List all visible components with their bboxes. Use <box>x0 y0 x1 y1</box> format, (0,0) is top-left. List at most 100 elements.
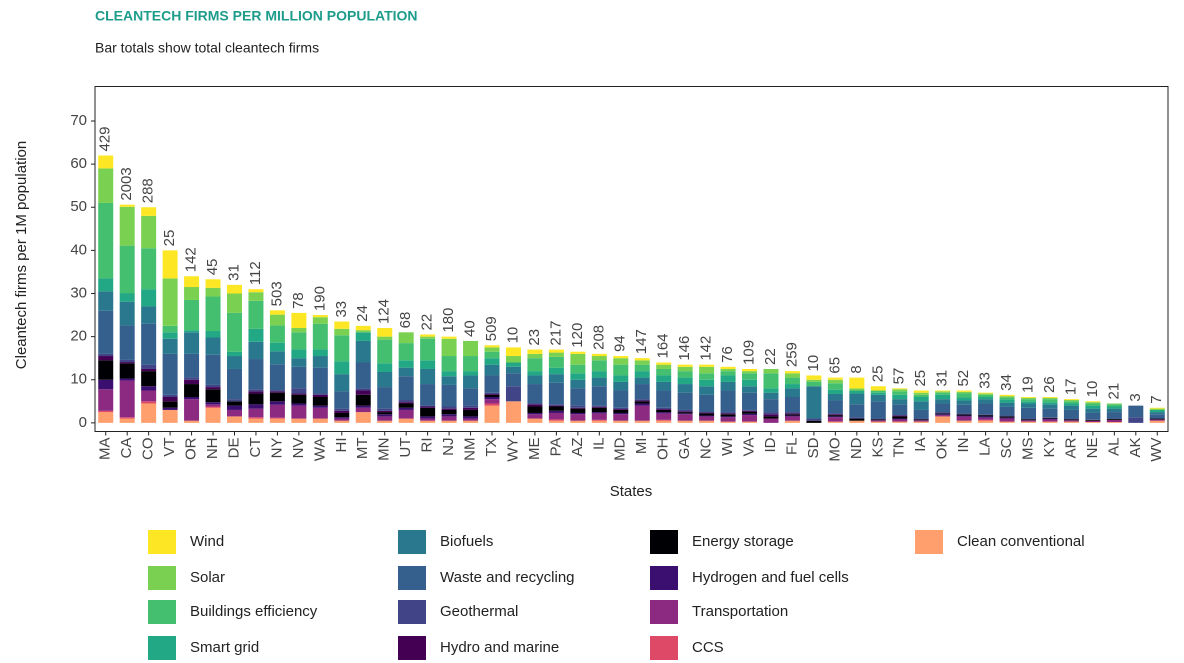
bar-segment <box>1042 408 1058 418</box>
bar-segment <box>119 204 135 207</box>
bar-segment <box>978 417 994 420</box>
bar-segment <box>1063 409 1079 419</box>
bar-segment <box>398 409 414 419</box>
bar-segment <box>291 405 307 419</box>
bar-segment <box>656 381 672 391</box>
bar-segment <box>913 409 929 419</box>
bar-segment <box>248 393 264 405</box>
bar-segment <box>98 389 114 411</box>
bar-segment <box>248 389 264 392</box>
bar-segment <box>548 382 564 405</box>
legend-swatch <box>148 566 176 590</box>
bar-segment <box>398 402 414 404</box>
legend-label: Hydrogen and fuel cells <box>692 569 849 586</box>
bar-segment <box>1063 421 1079 423</box>
x-tick-label: LA <box>977 438 994 456</box>
x-tick-label: TN <box>891 438 908 458</box>
bar-segment <box>570 364 586 374</box>
x-tick-label: NE <box>1084 438 1101 459</box>
x-tick-label: WV <box>1148 438 1165 462</box>
bar-total-label: 190 <box>311 286 328 311</box>
bar-segment <box>484 405 500 423</box>
bar-segment <box>441 408 457 410</box>
bar-segment <box>763 399 779 413</box>
bar-segment <box>505 401 521 423</box>
bar-segment <box>1106 403 1122 405</box>
bar-segment <box>806 375 822 380</box>
bar-segment <box>291 388 307 394</box>
bar-segment <box>827 417 843 422</box>
bar-segment <box>1042 402 1058 405</box>
bar-segment <box>334 335 350 362</box>
bar-segment <box>548 406 564 411</box>
legend-swatch <box>148 636 176 660</box>
bar-segment <box>98 291 114 311</box>
bar-segment <box>634 360 650 365</box>
bar-segment <box>184 420 200 423</box>
y-tick-label: 60 <box>70 155 87 172</box>
bar-segment <box>763 418 779 423</box>
bar-segment <box>484 397 500 400</box>
bar-segment <box>849 377 865 389</box>
x-tick-label: IL <box>590 438 607 451</box>
x-tick-label: MI <box>633 438 650 455</box>
bar-total-label: 22 <box>419 314 436 331</box>
bar-segment <box>849 420 865 423</box>
bar-total-label: 10 <box>1084 381 1101 398</box>
bar-segment <box>1085 408 1101 413</box>
bar-segment <box>248 341 264 360</box>
bar-segment <box>505 356 521 363</box>
bar-segment <box>870 401 886 419</box>
bar-segment <box>119 301 135 326</box>
bar-segment <box>312 349 328 357</box>
bar-segment <box>334 420 350 423</box>
bar-segment <box>548 412 564 420</box>
bar-total-label: 164 <box>655 333 672 358</box>
bar-segment <box>334 408 350 411</box>
bar-segment <box>420 338 436 361</box>
bar-segment <box>334 418 350 421</box>
bar-total-label: 217 <box>547 321 564 346</box>
bar-segment <box>634 399 650 401</box>
bar-segment <box>935 413 951 415</box>
bar-segment <box>827 413 843 415</box>
bar-segment <box>527 418 543 423</box>
bar-segment <box>978 399 994 404</box>
bar-segment <box>205 389 221 403</box>
bar-segment <box>720 412 736 414</box>
x-tick-label: AZ <box>569 438 586 457</box>
bar-segment <box>870 386 886 391</box>
bar-segment <box>141 289 157 307</box>
x-tick-label: MT <box>354 438 371 460</box>
bar-segment <box>613 409 629 413</box>
bar-segment <box>978 403 994 415</box>
bar-segment <box>570 388 586 406</box>
bar-segment <box>870 390 886 393</box>
bar-segment <box>999 417 1015 419</box>
bar-segment <box>98 278 114 292</box>
bar-segment <box>827 400 843 414</box>
bar-segment <box>377 363 393 372</box>
bar-segment <box>634 377 650 385</box>
bar-segment <box>699 366 715 374</box>
bar-segment <box>1063 401 1079 404</box>
bar-total-label: 33 <box>977 372 994 389</box>
bar-segment <box>312 393 328 395</box>
bar-segment <box>1063 420 1079 422</box>
bar-total-label: 109 <box>740 340 757 365</box>
bar-segment <box>613 407 629 410</box>
bar-segment <box>141 390 157 402</box>
bar-segment <box>248 418 264 423</box>
bar-segment <box>184 384 200 397</box>
bar-segment <box>1106 419 1122 423</box>
bar-segment <box>377 339 393 364</box>
bar-segment <box>892 391 908 395</box>
bar-segment <box>1021 407 1037 419</box>
bar-segment <box>935 391 951 393</box>
bar-segment <box>956 416 972 421</box>
bar-segment <box>827 379 843 384</box>
x-tick-label: AR <box>1062 437 1079 458</box>
bar-segment <box>1063 400 1079 402</box>
bar-segment <box>548 420 564 423</box>
bar-segment <box>570 379 586 389</box>
